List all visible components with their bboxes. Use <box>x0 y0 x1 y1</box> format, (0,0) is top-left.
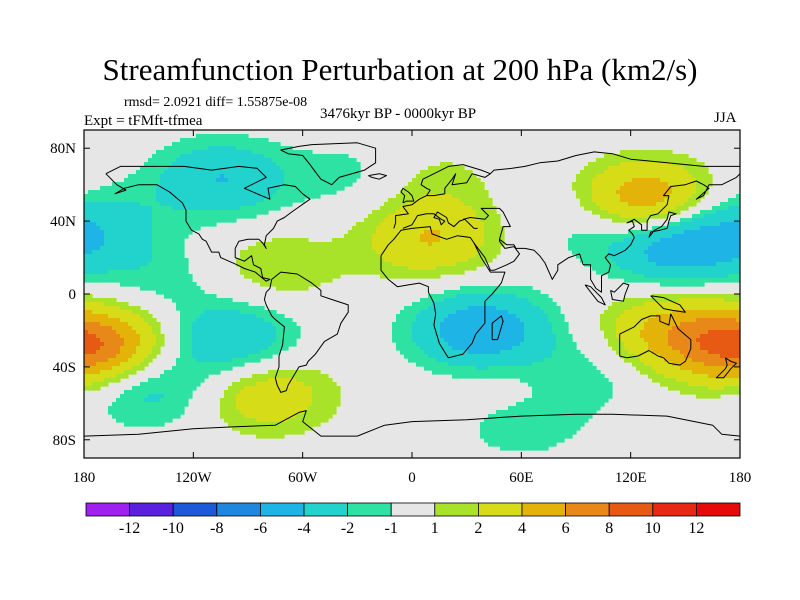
x-tick-label: 180 <box>73 470 96 486</box>
coastline-japan <box>648 211 677 238</box>
coastline-iceland <box>368 173 387 180</box>
coastline-south-america <box>263 271 349 393</box>
coastline-europe <box>393 164 491 229</box>
coastline-british-isles <box>400 187 415 204</box>
rmsd-diff-stats: rmsd= 2.0921 diff= 1.55875e-08 <box>124 95 308 110</box>
y-tick-label: 40S <box>53 360 76 376</box>
x-tick-label: 120E <box>615 470 647 486</box>
coastline-new-zealand <box>715 357 737 379</box>
coastline-asia <box>462 151 740 293</box>
coastline-mediterranean-north <box>402 211 478 229</box>
x-tick-label: 0 <box>408 470 416 486</box>
coastline-africa <box>380 226 506 359</box>
coastline-antarctica <box>84 410 740 437</box>
coastline-arabia <box>473 239 520 271</box>
coastline-australia <box>619 313 692 366</box>
coastline-north-america <box>105 165 311 282</box>
time-period: 3476kyr BP - 0000kyr BP <box>320 106 477 122</box>
chart-title: Streamfunction Perturbation at 200 hPa (… <box>102 52 698 87</box>
coastlines <box>84 142 740 437</box>
y-tick-label: 0 <box>69 287 77 303</box>
streamfunction-field <box>84 134 740 451</box>
x-tick-label: 180 <box>729 470 752 486</box>
y-tick-label: 80S <box>53 433 76 449</box>
coastline-indonesia-sumatra <box>584 284 606 306</box>
x-tick-label: 60E <box>509 470 533 486</box>
coastline-greenland <box>280 142 377 186</box>
y-tick-label: 40N <box>50 214 76 230</box>
experiment-label: Expt = tFMft-tfmea <box>84 113 203 129</box>
season-label: JJA <box>714 110 737 126</box>
x-tick-label: 120W <box>175 470 213 486</box>
coastline-new-guinea <box>650 295 686 313</box>
coastline-madagascar <box>491 315 504 341</box>
y-tick-label: 80N <box>50 141 76 157</box>
coastline-borneo <box>610 282 630 302</box>
x-tick-label: 60W <box>288 470 318 486</box>
